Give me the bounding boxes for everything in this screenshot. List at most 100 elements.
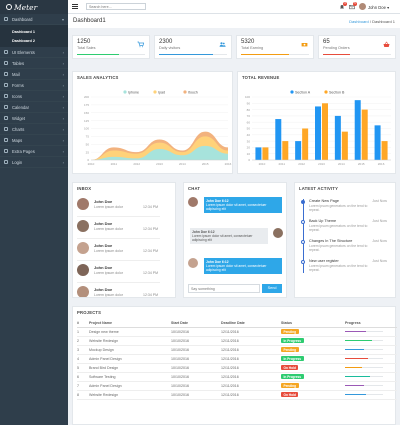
chevron-right-icon: › [62, 93, 64, 99]
sidebar-item-calendar[interactable]: Calendar › [0, 102, 68, 113]
sidebar-item-forms[interactable]: Forms › [0, 80, 68, 91]
table-row[interactable]: 6 Software Testing 10/10/2016 12/11/2016 In … [77, 372, 397, 382]
avatar [77, 220, 89, 232]
activity-desc: Lorem ipsum generators on the tend to re… [309, 224, 368, 233]
list-item[interactable]: John Doe Lorem ipsum dolor 12:34 PM [77, 195, 160, 217]
stat-label: Total Earning [241, 46, 264, 50]
table-row[interactable]: 7 Admin Panel Design 10/10/2016 12/11/2016 P… [77, 381, 397, 391]
projects-card: PROJECTS # Project Name Start Date Deadl… [72, 306, 397, 425]
legend-marker [123, 90, 127, 94]
card-title: SALES ANALYTICS [77, 75, 119, 80]
list-item[interactable]: John Doe Lorem ipsum dolor 12:34 PM [77, 217, 160, 239]
legend-label: Section B [329, 90, 345, 94]
y-tick-label: 200 [84, 95, 89, 99]
forms-icon [4, 83, 8, 87]
stat-value: 2300 [159, 39, 173, 45]
activity-title: Changes In The Structure [309, 239, 353, 243]
cell-deadline: 12/11/2016 [221, 363, 281, 373]
legend-label: Iphone [128, 90, 139, 94]
send-button[interactable]: Send [262, 284, 282, 293]
sidebar-item-ui-elements[interactable]: UI Elements › [0, 47, 68, 58]
total-revenue-card: TOTAL REVENUE Section A Section B 0 10 20 30 4… [237, 71, 396, 174]
table-row[interactable]: 4 Admin Panel Design 10/10/2016 12/11/2016 I… [77, 354, 397, 364]
status-badge: Pending [281, 382, 299, 389]
bar-section-b-2010 [262, 147, 269, 160]
message-time: 12:34 PM [143, 227, 158, 231]
sidebar-subitem-dashboard-2[interactable]: Dashboard 2 [12, 38, 35, 43]
message-time: 12:34 PM [143, 205, 158, 209]
sidebar-item-charts[interactable]: Charts › [0, 124, 68, 135]
stat-card-pending-orders: 65 Pending Orders [318, 35, 396, 59]
chat-sender: John Doe 6:12 [206, 259, 229, 264]
menu-toggle-icon[interactable] [72, 4, 78, 9]
user-menu[interactable]: John Doe ▾ [368, 5, 389, 10]
x-tick-label: 2013 [318, 162, 325, 166]
legend-marker [183, 90, 187, 94]
chat-avatar [273, 228, 283, 238]
table-row[interactable]: 1 Design new theme 10/10/2016 12/11/2016 Pen… [77, 327, 397, 337]
sender-name: John Doe [94, 287, 113, 292]
sidebar-item-login[interactable]: Login › [0, 157, 68, 168]
sidebar-item-label: Icons [12, 93, 23, 99]
activity-time: Just Now [372, 199, 387, 203]
stat-value: 65 [323, 39, 330, 45]
list-item[interactable]: John Doe Lorem ipsum dolor 12:34 PM [77, 239, 160, 261]
table-row[interactable]: 2 Website Redesign 10/10/2016 12/11/2016 In … [77, 336, 397, 346]
sidebar-item-widget[interactable]: Widget › [0, 113, 68, 124]
bar-section-a-2012 [295, 141, 302, 160]
cell-start-date: 10/10/2016 [171, 336, 221, 346]
x-tick-label: 2013 [156, 162, 163, 166]
sidebar-item-mail[interactable]: Mail › [0, 69, 68, 80]
chevron-right-icon: › [62, 60, 64, 66]
brand[interactable]: Meter [0, 0, 68, 14]
y-tick-label: 150 [84, 111, 89, 115]
sidebar: Meter Dashboard ▾ Dashboard 1 Dashboard … [0, 0, 68, 425]
users-icon [219, 41, 226, 50]
bar-section-a-2011 [275, 119, 282, 160]
cell-project-name: Website Redesign [89, 336, 171, 346]
chat-message: John Doe 6:12 Lorem ipsum dolor sit amet… [190, 228, 268, 245]
progress-bar [345, 375, 383, 378]
stat-card-daily-visitors: 2300 Daily visitors [154, 35, 232, 59]
cell-id: 7 [77, 381, 89, 391]
stat-progress [241, 53, 309, 55]
status-badge: In Progress [281, 373, 304, 380]
sidebar-item-extra-pages[interactable]: Extra Pages › [0, 146, 68, 157]
chevron-right-icon: › [62, 137, 64, 143]
sidebar-item-label: Widget [12, 115, 26, 121]
breadcrumb: Dashboard / Dashboard 1 [349, 19, 395, 24]
sidebar-subitem-dashboard-1[interactable]: Dashboard 1 [12, 29, 35, 34]
messages-button[interactable]: 5 [349, 2, 357, 10]
list-item[interactable]: John Doe Lorem ipsum dolor 12:34 PM [77, 283, 160, 297]
table-row[interactable]: 5 Brand Bird Design 10/10/2016 12/11/2016 On… [77, 363, 397, 373]
list-item[interactable]: John Doe Lorem ipsum dolor 12:34 PM [77, 261, 160, 283]
sidebar-item-label: Forms [12, 82, 24, 88]
table-row[interactable]: 8 Website Redesign 10/10/2016 12/11/2016 On … [77, 390, 397, 400]
sidebar-item-icons[interactable]: Icons › [0, 91, 68, 102]
activity-time: Just Now [372, 219, 387, 223]
search-input[interactable] [86, 3, 146, 10]
y-tick-label: 100 [245, 95, 250, 99]
sidebar-item-maps[interactable]: Maps › [0, 135, 68, 146]
sidebar-item-dashboard[interactable]: Dashboard ▾ [0, 14, 68, 25]
chat-message: John Doe 6:12 Lorem ipsum dolor sit amet… [204, 197, 282, 214]
cell-start-date: 10/10/2016 [171, 327, 221, 337]
notifications-button[interactable]: 3 [339, 2, 347, 10]
table-icon [4, 61, 8, 65]
sidebar-item-tables[interactable]: Tables › [0, 58, 68, 69]
cell-id: 2 [77, 336, 89, 346]
cell-start-date: 10/10/2016 [171, 363, 221, 373]
legend-marker [324, 90, 328, 94]
user-avatar[interactable] [359, 3, 366, 10]
topbar: 3 5 John Doe ▾ [68, 0, 400, 14]
chat-input[interactable] [188, 284, 260, 293]
cell-start-date: 10/10/2016 [171, 372, 221, 382]
breadcrumb-link-dashboard[interactable]: Dashboard [349, 18, 369, 24]
x-tick-label: 2016 [225, 162, 232, 166]
chat-text: Lorem ipsum dolor sit amet, consectetuer… [206, 202, 267, 212]
cell-deadline: 12/11/2016 [221, 336, 281, 346]
sender-name: John Doe [94, 199, 113, 204]
table-row[interactable]: 3 Mockup Design 10/10/2016 12/11/2016 Pendin… [77, 345, 397, 355]
activity-desc: Lorem ipsum generators on the tend to re… [309, 264, 368, 273]
sidebar-item-label: Maps [12, 137, 23, 143]
